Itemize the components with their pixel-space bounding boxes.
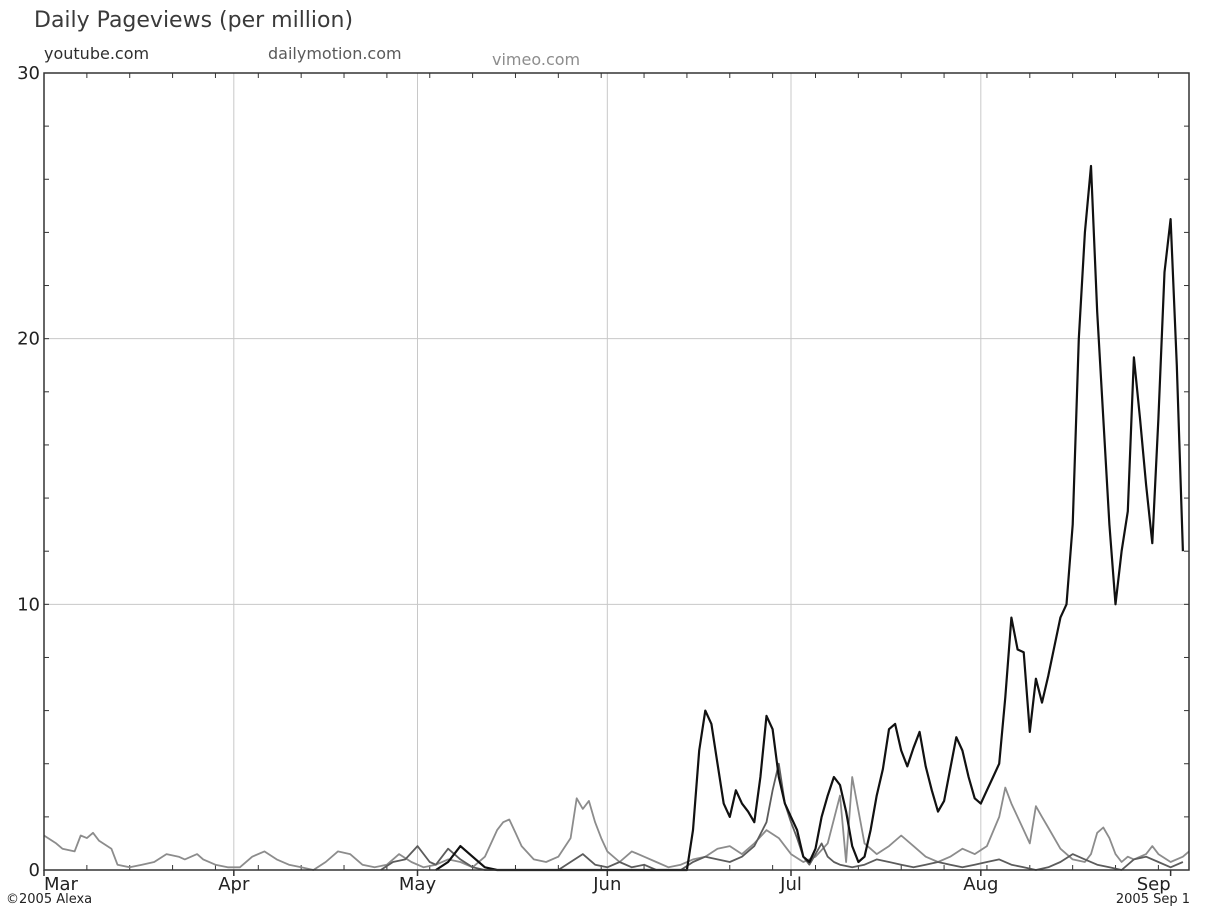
legend-item-youtube: youtube.com bbox=[44, 44, 150, 63]
grid-lines bbox=[44, 73, 1189, 870]
series-line-vimeo-com bbox=[43, 776, 1190, 871]
tick-label-x: Aug bbox=[963, 874, 998, 895]
series-line-dailymotion-com bbox=[380, 762, 1184, 871]
axis-labels: Mar Apr May Jun Jul Aug Sep 0 10 20 30 bbox=[17, 63, 1171, 895]
plot-frame bbox=[43, 72, 1190, 871]
tick-label-x: Mar bbox=[44, 874, 79, 895]
legend-item-vimeo: vimeo.com bbox=[492, 50, 581, 69]
tick-label-y: 20 bbox=[17, 329, 40, 350]
tick-label-y: 10 bbox=[17, 594, 40, 615]
tick-label-x: Jul bbox=[779, 874, 802, 895]
tick-label-y: 30 bbox=[17, 63, 40, 84]
legend-item-dailymotion: dailymotion.com bbox=[268, 44, 402, 63]
snapshot-date: 2005 Sep 1 bbox=[1115, 892, 1190, 907]
copyright-notice: ©2005 Alexa bbox=[6, 892, 93, 907]
series-line-youtube-com bbox=[435, 164, 1184, 872]
tick-label-y: 0 bbox=[29, 860, 40, 881]
series-lines bbox=[43, 164, 1190, 872]
tick-label-x: Jun bbox=[592, 874, 621, 895]
tick-label-x: May bbox=[399, 874, 437, 895]
tick-label-x: Sep bbox=[1137, 874, 1171, 895]
axis-ticks bbox=[43, 73, 1189, 876]
tick-label-x: Apr bbox=[218, 874, 250, 895]
chart-title: Daily Pageviews (per million) bbox=[34, 8, 354, 33]
